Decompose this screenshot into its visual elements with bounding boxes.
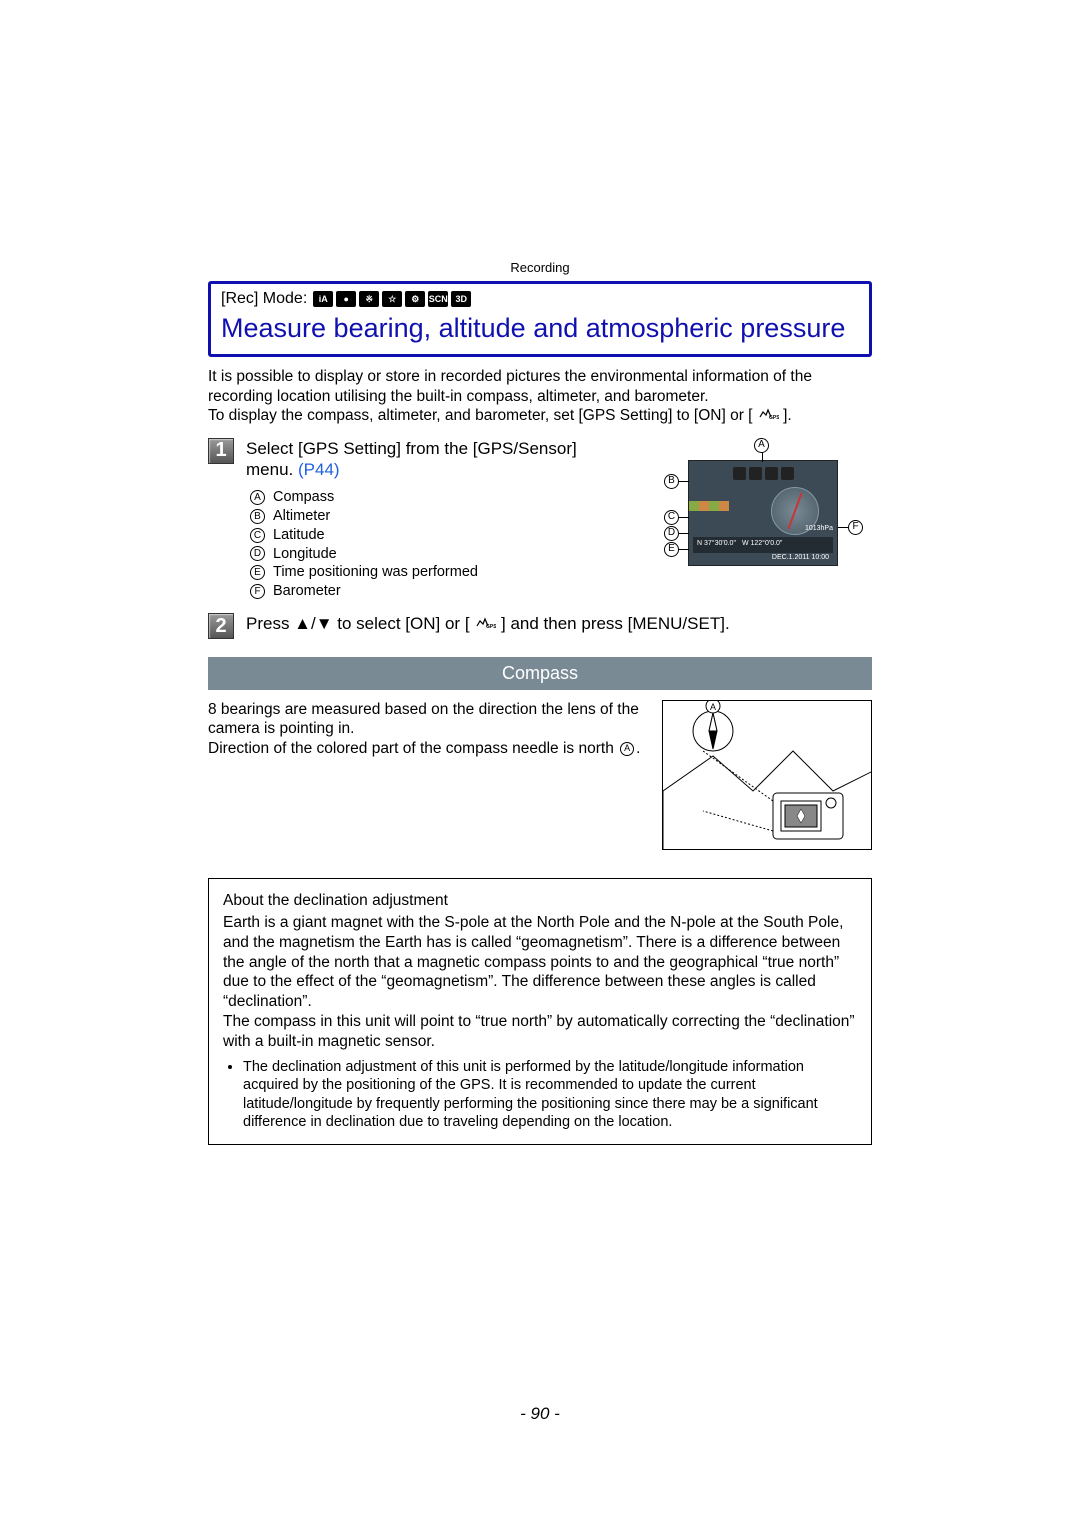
callout-f: F bbox=[848, 520, 863, 535]
legend-key: B bbox=[250, 509, 265, 524]
compass-period: . bbox=[636, 740, 640, 757]
mode-icons: iA ● ※ ☆ ⚙ SCN 3D bbox=[313, 291, 471, 307]
step2-text-a: Press ▲/▼ to select [ON] or [ bbox=[246, 614, 470, 633]
callout-c: C bbox=[664, 510, 679, 525]
legend-label: Altimeter bbox=[273, 507, 330, 526]
legend-key: C bbox=[250, 528, 265, 543]
step-2: 2 Press ▲/▼ to select [ON] or [ GPS ] an… bbox=[208, 613, 872, 639]
svg-text:GPS: GPS bbox=[769, 415, 779, 420]
legend-label: Latitude bbox=[273, 526, 325, 545]
declination-heading: About the declination adjustment bbox=[223, 891, 857, 911]
altimeter-bar bbox=[689, 501, 729, 511]
legend-item: C Latitude bbox=[250, 526, 622, 545]
legend-item: A Compass bbox=[250, 488, 622, 507]
callout-a: A bbox=[754, 438, 769, 453]
intro-line2b: ]. bbox=[783, 407, 792, 424]
step1-body: Select [GPS Setting] from the [GPS/Senso… bbox=[246, 438, 622, 602]
callout-d: D bbox=[664, 526, 679, 541]
svg-text:GPS: GPS bbox=[486, 624, 496, 629]
step-number-icon: 2 bbox=[208, 613, 234, 639]
legend-item: D Longitude bbox=[250, 545, 622, 564]
step2-text-b: ] and then press [MENU/SET]. bbox=[501, 614, 730, 633]
mode-icon: ● bbox=[336, 291, 356, 307]
declination-para1: Earth is a giant magnet with the S-pole … bbox=[223, 913, 857, 1012]
gps-icon: GPS bbox=[474, 613, 496, 627]
declination-bullets: The declination adjustment of this unit … bbox=[243, 1058, 857, 1132]
page-number: - 90 - bbox=[0, 1404, 1080, 1424]
compass-subheader: Compass bbox=[208, 657, 872, 690]
screen-rect: 1013hPa N 37°30'0.0"W 122°0'0.0" DEC.1.2… bbox=[688, 460, 838, 566]
legend-item: E Time positioning was performed bbox=[250, 563, 622, 582]
svg-text:A: A bbox=[710, 702, 716, 712]
baro-value: 1013hPa bbox=[803, 525, 835, 534]
mode-icon: ⚙ bbox=[405, 291, 425, 307]
latlon-bar: N 37°30'0.0"W 122°0'0.0" bbox=[693, 537, 833, 553]
mode-icon: 3D bbox=[451, 291, 471, 307]
intro-line2a: To display the compass, altimeter, and b… bbox=[208, 407, 752, 424]
legend-label: Barometer bbox=[273, 582, 341, 601]
legend-key: A bbox=[250, 490, 265, 505]
legend-key: F bbox=[250, 584, 265, 599]
gps-icon: GPS bbox=[757, 406, 779, 420]
mode-icon: iA bbox=[313, 291, 333, 307]
title-box: [Rec] Mode: iA ● ※ ☆ ⚙ SCN 3D Measure be… bbox=[208, 281, 872, 357]
rec-mode-line: [Rec] Mode: iA ● ※ ☆ ⚙ SCN 3D bbox=[221, 290, 859, 308]
rec-mode-label: [Rec] Mode: bbox=[221, 290, 307, 308]
legend-label: Compass bbox=[273, 488, 334, 507]
declination-box: About the declination adjustment Earth i… bbox=[208, 878, 872, 1145]
date-bar: DEC.1.2011 10:00 bbox=[693, 553, 833, 565]
declination-bullet: The declination adjustment of this unit … bbox=[243, 1058, 857, 1132]
callout-b: B bbox=[664, 474, 679, 489]
compass-section: 8 bearings are measured based on the dir… bbox=[208, 700, 872, 850]
step-number-icon: 1 bbox=[208, 438, 234, 464]
mode-icon: ※ bbox=[359, 291, 379, 307]
section-label: Recording bbox=[208, 260, 872, 275]
page-ref-link[interactable]: (P44) bbox=[298, 460, 340, 479]
legend-label: Longitude bbox=[273, 545, 337, 564]
camera-screen-diagram: 1013hPa N 37°30'0.0"W 122°0'0.0" DEC.1.2… bbox=[642, 438, 872, 588]
compass-illustration: A bbox=[662, 700, 872, 850]
step1-instruction: Select [GPS Setting] from the [GPS/Senso… bbox=[246, 439, 577, 479]
page-title: Measure bearing, altitude and atmospheri… bbox=[221, 312, 859, 344]
callout-e: E bbox=[664, 542, 679, 557]
compass-text: 8 bearings are measured based on the dir… bbox=[208, 700, 642, 850]
step2-body: Press ▲/▼ to select [ON] or [ GPS ] and … bbox=[246, 613, 872, 635]
declination-para2: The compass in this unit will point to t… bbox=[223, 1012, 857, 1052]
legend-label: Time positioning was performed bbox=[273, 563, 478, 582]
compass-line1: 8 bearings are measured based on the dir… bbox=[208, 701, 639, 737]
legend-list: A Compass B Altimeter C Latitude D Longitude… bbox=[250, 488, 622, 601]
mode-icon: SCN bbox=[428, 291, 448, 307]
intro-text: It is possible to display or store in re… bbox=[208, 367, 872, 425]
manual-page: Recording [Rec] Mode: iA ● ※ ☆ ⚙ SCN 3D … bbox=[0, 0, 1080, 1528]
step-1: 1 Select [GPS Setting] from the [GPS/Sen… bbox=[208, 438, 872, 602]
legend-item: F Barometer bbox=[250, 582, 622, 601]
legend-key: E bbox=[250, 565, 265, 580]
legend-item: B Altimeter bbox=[250, 507, 622, 526]
intro-line1: It is possible to display or store in re… bbox=[208, 368, 812, 404]
mode-icon: ☆ bbox=[382, 291, 402, 307]
legend-key-inline: A bbox=[620, 742, 634, 756]
legend-key: D bbox=[250, 546, 265, 561]
compass-line2: Direction of the colored part of the com… bbox=[208, 740, 614, 757]
